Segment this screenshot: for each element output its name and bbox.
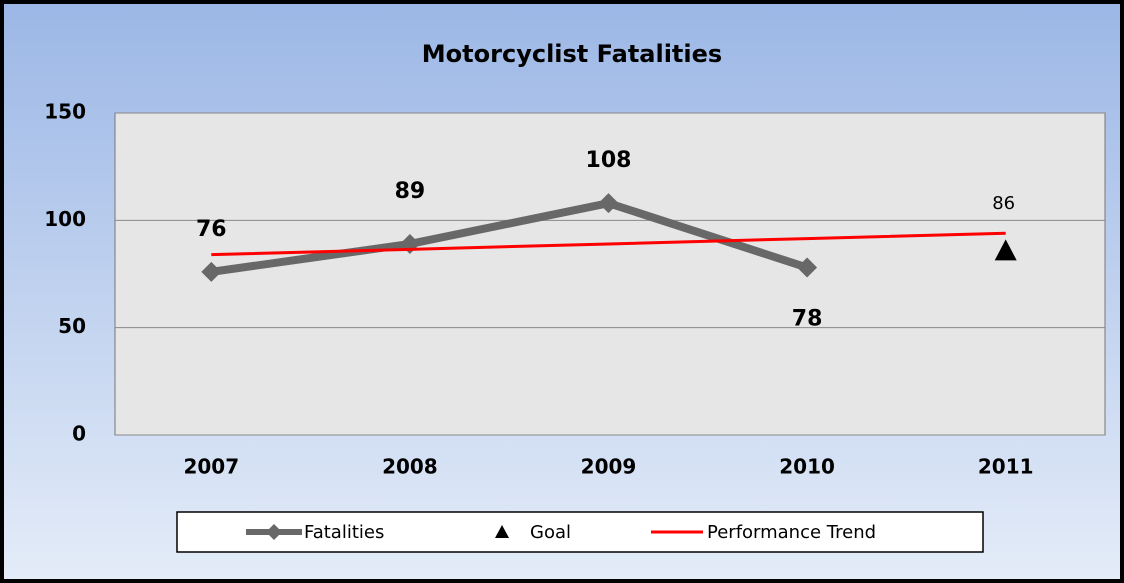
marker xyxy=(797,257,818,278)
x-tick-label: 2010 xyxy=(779,455,835,479)
x-tick-label: 2011 xyxy=(978,455,1034,479)
chart-title: Motorcyclist Fatalities xyxy=(422,40,722,68)
y-tick-label: 100 xyxy=(44,207,86,231)
marker xyxy=(598,193,619,214)
data-label: 108 xyxy=(586,148,632,173)
legend xyxy=(176,511,984,553)
legend-label: Performance Trend xyxy=(707,522,876,543)
plot-area xyxy=(114,112,1106,436)
data-label: 78 xyxy=(792,307,823,332)
series-line xyxy=(211,231,1006,257)
legend-label: Goal xyxy=(530,522,571,543)
legend-swatch xyxy=(495,525,509,538)
y-tick-label: 0 xyxy=(72,422,86,446)
data-label: 86 xyxy=(992,193,1015,214)
y-tick-label: 50 xyxy=(58,314,86,338)
marker xyxy=(994,239,1017,261)
data-label: 89 xyxy=(395,179,426,204)
y-tick-label: 150 xyxy=(44,100,86,124)
legend-label: Fatalities xyxy=(304,522,384,543)
marker xyxy=(201,261,222,282)
x-tick-label: 2009 xyxy=(581,455,637,479)
legend-swatch xyxy=(266,524,282,540)
data-label: 76 xyxy=(196,217,227,242)
x-tick-label: 2008 xyxy=(382,455,438,479)
x-tick-label: 2007 xyxy=(183,455,239,479)
series-line xyxy=(210,199,809,276)
